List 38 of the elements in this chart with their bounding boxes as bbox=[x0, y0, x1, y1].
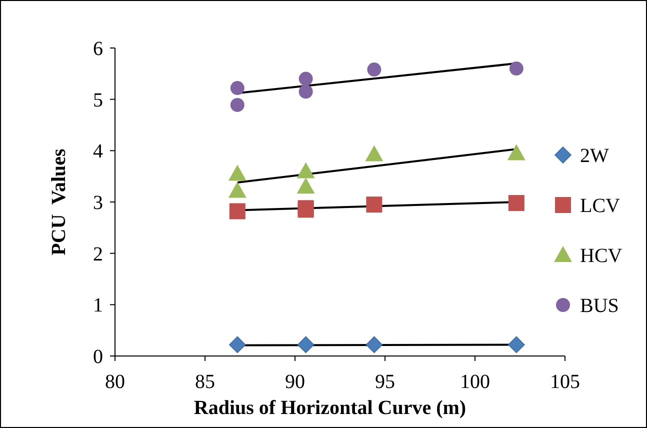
x-tick-label: 100 bbox=[460, 371, 490, 393]
legend-label: 2W bbox=[580, 145, 609, 167]
point bbox=[296, 178, 315, 194]
point bbox=[367, 62, 382, 77]
point bbox=[365, 145, 384, 162]
y-tick-label: 4 bbox=[93, 140, 103, 163]
point bbox=[230, 98, 244, 112]
x-axis-title: Radius of Horizontal Curve (m) bbox=[194, 397, 466, 419]
point bbox=[508, 336, 525, 354]
x-tick-label: 80 bbox=[105, 371, 125, 393]
point bbox=[298, 72, 313, 86]
y-tick-label: 2 bbox=[93, 243, 103, 266]
point bbox=[507, 144, 526, 160]
point bbox=[296, 162, 315, 178]
x-tick-label: 90 bbox=[285, 371, 305, 393]
point bbox=[229, 203, 246, 220]
y-tick-label: 0 bbox=[93, 346, 103, 368]
point bbox=[228, 182, 246, 198]
x-tick-label: 85 bbox=[195, 371, 215, 393]
y-tick-label: 6 bbox=[93, 38, 103, 60]
point bbox=[366, 196, 382, 213]
point bbox=[230, 81, 244, 96]
point bbox=[298, 84, 313, 99]
point bbox=[228, 164, 246, 181]
legend-label: HCV bbox=[580, 245, 623, 267]
point bbox=[366, 336, 383, 354]
point bbox=[229, 336, 246, 354]
y-tick-label: 3 bbox=[93, 192, 103, 214]
x-tick-label: 95 bbox=[375, 371, 395, 393]
y-tick-label: 1 bbox=[93, 294, 103, 317]
y-tick-label: 5 bbox=[93, 89, 103, 112]
y-axis-title: PCU Values bbox=[48, 148, 70, 256]
point bbox=[297, 336, 314, 354]
legend-label: BUS bbox=[580, 295, 619, 317]
point bbox=[509, 62, 524, 76]
x-tick-label: 105 bbox=[550, 371, 580, 393]
legend-label: LCV bbox=[580, 195, 621, 217]
point bbox=[508, 195, 524, 212]
